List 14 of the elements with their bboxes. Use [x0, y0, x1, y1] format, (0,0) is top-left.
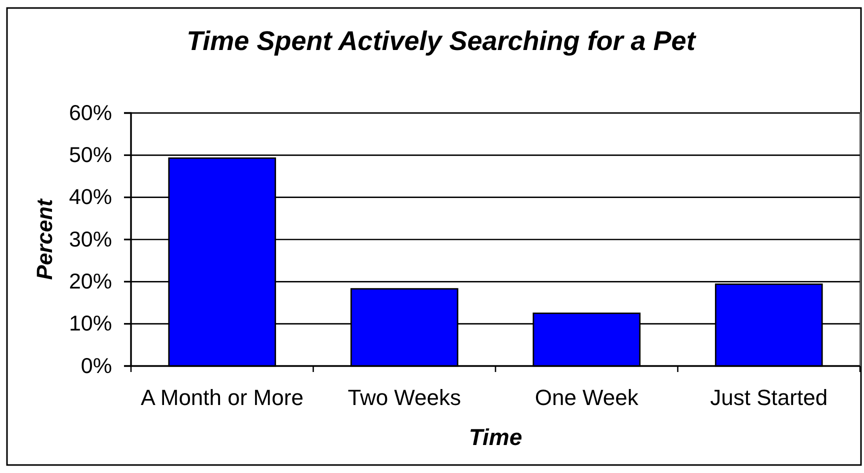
x-tick-label: Just Started	[710, 385, 828, 410]
y-tick-label: 30%	[68, 227, 112, 252]
x-tick-label: Two Weeks	[348, 385, 462, 410]
y-tick-label: 10%	[68, 312, 112, 336]
y-tick-label: 20%	[68, 270, 112, 294]
y-axis-title: Percent	[32, 197, 57, 280]
y-tick-label: 60%	[68, 100, 112, 125]
y-tick-label: 50%	[68, 143, 112, 168]
x-tick-label: One Week	[534, 385, 640, 410]
x-axis-title: Time	[468, 424, 522, 450]
chart-title: Time Spent Actively Searching for a Pet	[186, 26, 696, 56]
y-tick-label: 0%	[80, 354, 112, 378]
x-tick-label: A Month or More	[140, 385, 304, 410]
y-tick-label: 40%	[68, 185, 112, 210]
